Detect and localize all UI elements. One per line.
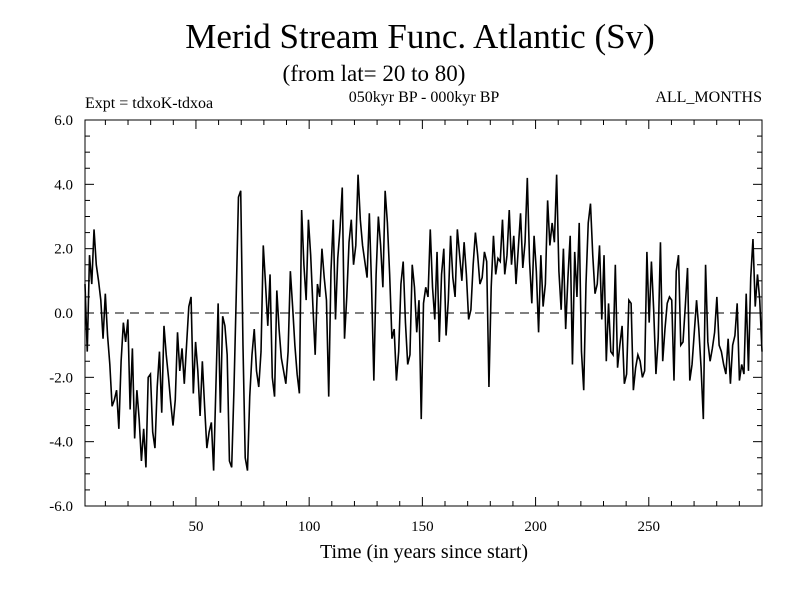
x-tick-label: 200 <box>524 519 547 535</box>
y-tick-label: 2.0 <box>54 242 73 258</box>
y-tick-label: -4.0 <box>49 435 73 451</box>
y-tick-label: 6.0 <box>54 113 73 129</box>
x-tick-label: 250 <box>638 519 661 535</box>
period-label: 050kyr BP - 000kyr BP <box>349 89 500 106</box>
x-axis-label: Time (in years since start) <box>320 541 528 563</box>
x-tick-label: 100 <box>298 519 321 535</box>
x-tick-label: 150 <box>411 519 434 535</box>
chart-title: Merid Stream Func. Atlantic (Sv) <box>185 17 655 56</box>
plot-frame <box>84 119 763 507</box>
y-tick-label: 0.0 <box>54 306 73 322</box>
y-tick-label: -2.0 <box>49 370 73 386</box>
axes: -6.0 -4.0 -2.0 0.0 2.0 4.0 6.0 50 100 150 200 250 <box>49 113 763 535</box>
x-tick-label: 50 <box>188 519 203 535</box>
series-line <box>84 174 763 471</box>
series-group <box>84 174 763 471</box>
y-tick-label: -6.0 <box>49 499 73 515</box>
season-label: ALL_MONTHS <box>655 89 762 106</box>
y-tick-label: 4.0 <box>54 177 73 193</box>
chart-subtitle: (from lat= 20 to 80) <box>283 61 466 86</box>
experiment-label: Expt = tdxoK-tdxoa <box>85 95 213 112</box>
